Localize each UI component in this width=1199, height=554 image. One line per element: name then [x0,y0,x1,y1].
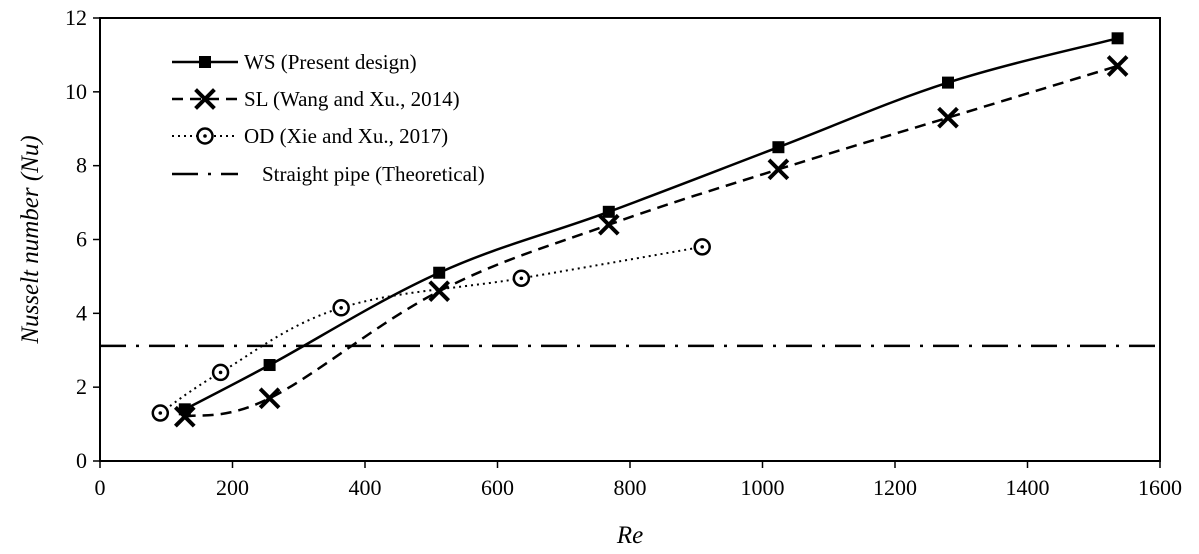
data-point [942,76,954,89]
circle-marker-dot [218,370,223,375]
y-tick-label: 4 [76,300,87,325]
x-marker-stroke [597,213,620,236]
x-marker-stroke [194,88,216,110]
x-tick-label: 400 [349,475,382,500]
data-point [693,238,711,256]
data-point [433,266,446,279]
legend-swatch-marker [196,127,214,145]
data-point [173,405,196,428]
data-point [263,359,276,372]
data-point [772,141,785,154]
x-tick-label: 0 [95,475,106,500]
legend-item: WS (Present design) [172,50,417,74]
legend-item: OD (Xie and Xu., 2017) [172,124,448,148]
y-tick-label: 12 [65,5,87,30]
y-axis-title: Nusselt number (Nu) [17,135,44,344]
x-marker-stroke [258,387,281,410]
series-layer [100,32,1160,428]
x-tick-label: 1000 [741,475,785,500]
plot-area [99,17,1161,462]
series-line [159,245,703,414]
y-tick-label: 2 [76,374,87,399]
x-marker-stroke [1106,55,1129,77]
series-line [184,64,1118,418]
legend-swatch-marker [194,88,216,110]
circle-marker-dot [203,134,207,138]
circle-marker-dot [158,411,163,415]
x-tick-label: 800 [614,475,647,500]
circle-marker-dot [339,305,343,310]
circle-marker-dot [519,276,524,281]
y-tick-label: 8 [76,153,87,178]
x-tick-label: 600 [481,475,514,500]
x-axis-title: Re [616,522,643,549]
data-point [332,299,350,317]
x-marker-stroke [767,158,790,181]
data-point [1106,55,1129,77]
series-1 [173,55,1129,428]
data-point [767,158,790,181]
data-point [1111,32,1124,45]
circle-marker-dot [700,245,705,249]
data-point [211,363,230,382]
y-axis-ticks: 0 2 4 6 8 10 12 [65,5,100,473]
data-point [937,106,959,129]
legend-label: OD (Xie and Xu., 2017) [244,124,448,148]
series-2 [151,238,711,422]
data-point [512,269,531,288]
legend: WS (Present design) SL (Wang and Xu., 201… [172,50,485,186]
legend-swatch-marker [199,56,211,68]
y-tick-label: 0 [76,448,87,473]
legend-item: Straight pipe (Theoretical) [172,162,485,186]
y-tick-label: 10 [65,79,87,104]
data-point [597,213,620,236]
x-tick-label: 1400 [1006,475,1050,500]
y-tick-label: 6 [76,227,87,252]
legend-item: SL (Wang and Xu., 2014) [172,87,460,111]
data-point [602,205,615,218]
x-tick-label: 200 [216,475,249,500]
data-point [428,280,451,303]
plot-frame [99,17,1161,462]
legend-label: Straight pipe (Theoretical) [262,162,485,186]
legend-label: SL (Wang and Xu., 2014) [244,87,460,111]
data-point [258,387,281,410]
legend-label: WS (Present design) [244,50,417,74]
x-axis-ticks: 0 200 400 600 800 1000 1200 1400 1600 [95,461,1182,500]
x-marker-stroke [937,106,959,129]
x-tick-label: 1600 [1138,475,1182,500]
x-marker-stroke [428,280,451,303]
data-point [151,404,170,422]
x-tick-label: 1200 [873,475,917,500]
x-marker-stroke [173,405,196,428]
